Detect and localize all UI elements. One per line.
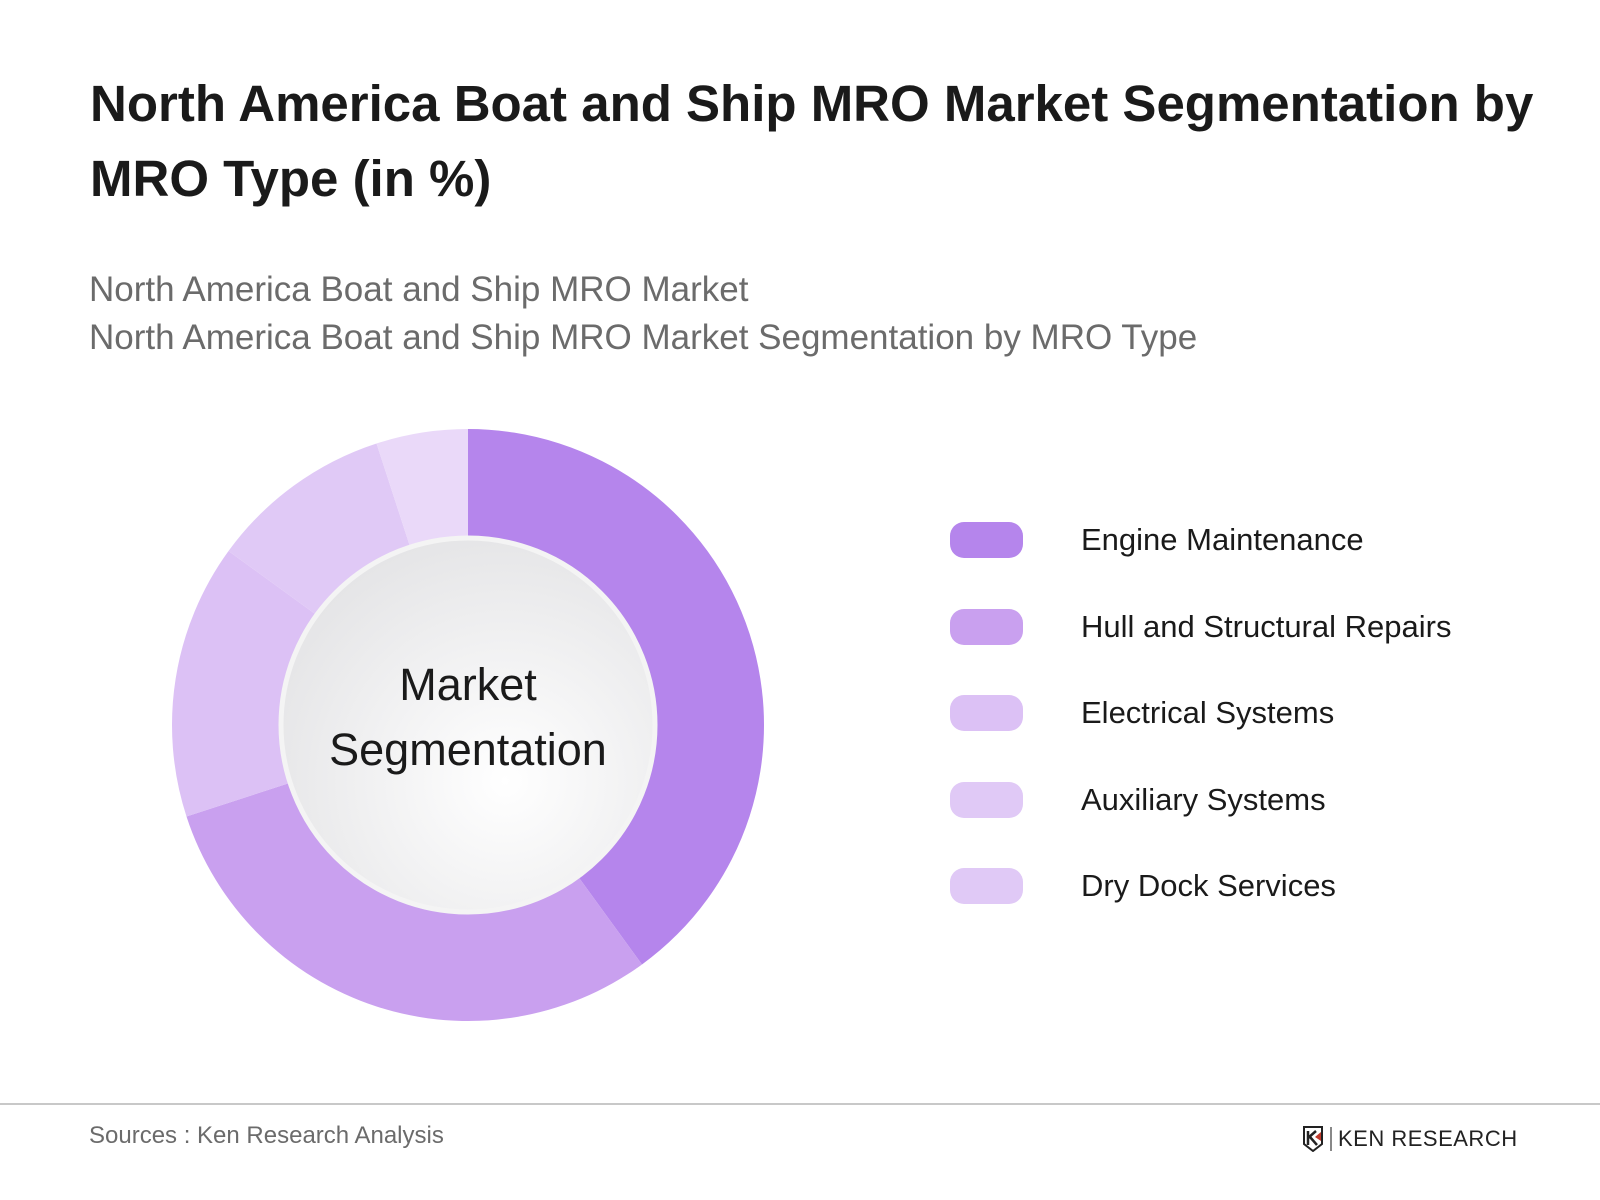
subtitle-line-2: North America Boat and Ship MRO Market S… <box>89 318 1198 357</box>
center-label-line-2: Segmentation <box>329 724 607 775</box>
legend-item: Engine Maintenance <box>950 520 1550 560</box>
legend-label: Dry Dock Services <box>1081 868 1336 903</box>
legend-item: Electrical Systems <box>950 693 1550 733</box>
legend-label: Electrical Systems <box>1081 695 1335 730</box>
ken-research-logo-icon <box>1303 1126 1323 1152</box>
legend-swatch <box>950 781 1023 818</box>
source-note: Sources : Ken Research Analysis <box>89 1122 444 1149</box>
chart-title: North America Boat and Ship MRO Market S… <box>90 75 1534 207</box>
legend-label: Auxiliary Systems <box>1081 781 1326 817</box>
donut-center <box>278 535 658 915</box>
logo-text: KEN RESEARCH <box>1338 1126 1518 1151</box>
legend-swatch <box>950 608 1023 645</box>
legend-swatch <box>950 695 1023 731</box>
ken-research-logo: KEN RESEARCH <box>1302 1126 1518 1152</box>
subtitle-line-1: North America Boat and Ship MRO Market <box>89 270 749 309</box>
legend-item: Auxiliary Systems <box>950 780 1550 820</box>
legend-label: Hull and Structural Repairs <box>1081 608 1452 644</box>
legend-swatch <box>950 868 1023 904</box>
center-label-line-1: Market <box>399 659 537 710</box>
legend-item: Hull and Structural Repairs <box>950 607 1550 647</box>
legend-label: Engine Maintenance <box>1081 522 1364 557</box>
legend-swatch <box>950 522 1023 558</box>
legend-item: Dry Dock Services <box>950 866 1550 906</box>
footer-divider <box>0 1103 1600 1105</box>
